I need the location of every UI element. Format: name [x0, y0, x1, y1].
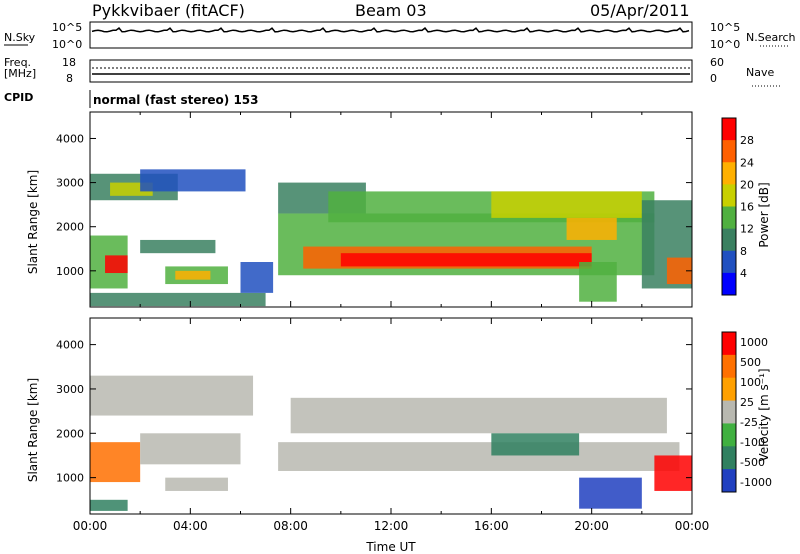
power-region-12 [340, 253, 592, 267]
power-ylabel: Slant Range [km] [26, 170, 40, 274]
nsky-tick-top: 10^5 [52, 21, 82, 34]
x-tick-label: 00:00 [675, 519, 710, 533]
colorbar-tick-label: 28 [740, 134, 754, 147]
y-tick-label: 1000 [56, 265, 84, 278]
freq-label-1: Freq. [4, 56, 31, 69]
colorbar-tick-label: 4 [740, 267, 747, 280]
colorbar-tick-label: 16 [740, 201, 754, 214]
velocity-region-7 [579, 477, 642, 509]
y-tick-label: 2000 [56, 427, 84, 440]
power-region-4 [140, 169, 246, 192]
colorbar-swatch [722, 354, 736, 379]
x-tick-label: 16:00 [474, 519, 509, 533]
freq-tick-bottom: 8 [66, 72, 73, 85]
station-title: Pykkvibaer (fitACF) [92, 1, 245, 20]
y-tick-label: 3000 [56, 177, 84, 190]
velocity-region-4 [278, 442, 680, 471]
velocity-cbar-label: Velocity [m s⁻¹] [757, 368, 771, 461]
colorbar-tick-label: 20 [740, 178, 754, 191]
power-heatmap-panel: 1000 2000 3000 4000 [56, 111, 693, 308]
y-tick-label: 1000 [56, 472, 84, 485]
nsky-panel: N.Sky 10^5 10^0 10^5 10^0 N.Search [4, 21, 796, 51]
power-region-9 [240, 262, 274, 293]
colorbar-tick-label: -500 [740, 456, 765, 469]
freq-label-2: [MHz] [4, 67, 36, 80]
power-region-8 [90, 292, 266, 307]
colorbar-swatch [722, 206, 736, 230]
cpid-text: normal (fast stereo) 153 [93, 93, 259, 107]
x-tick-label: 20:00 [574, 519, 609, 533]
nsearch-tick-bottom: 10^0 [710, 38, 740, 51]
nsky-label: N.Sky [4, 31, 36, 44]
freq-tick-top: 18 [62, 56, 76, 69]
x-tick-label: 08:00 [273, 519, 308, 533]
velocity-region-5 [290, 397, 667, 434]
colorbar-swatch [722, 377, 736, 402]
power-region-16 [566, 217, 617, 240]
colorbar-swatch [722, 272, 736, 296]
velocity-heatmap-panel: 1000 2000 3000 4000 00:00 04:00 08:00 12:00 16:0… [56, 317, 710, 533]
colorbar-swatch [722, 423, 736, 447]
colorbar-swatch [722, 140, 736, 163]
velocity-region-3 [165, 477, 228, 491]
velocity-region-0 [90, 375, 254, 416]
colorbar-tick-label: -100 [740, 436, 765, 449]
beam-title: Beam 03 [355, 1, 427, 20]
colorbar-swatch [722, 228, 736, 252]
colorbar-tick-label: 500 [740, 356, 761, 369]
velocity-region-2 [140, 433, 241, 465]
colorbar-swatch [722, 469, 736, 493]
colorbar-tick-label: -25 [740, 416, 758, 429]
x-tick-label: 12:00 [374, 519, 409, 533]
power-region-17 [579, 262, 617, 302]
power-region-1 [105, 255, 128, 274]
x-tick-label: 04:00 [173, 519, 208, 533]
velocity-ylabel: Slant Range [km] [26, 378, 40, 482]
colorbar-tick-label: 1000 [740, 336, 768, 349]
power-region-15 [491, 191, 642, 218]
colorbar-tick-label: -1000 [740, 476, 772, 489]
power-region-5 [140, 239, 216, 254]
x-axis-label: Time UT [365, 540, 416, 554]
colorbar-swatch [722, 446, 736, 470]
y-tick-label: 3000 [56, 383, 84, 396]
nsearch-label: N.Search [746, 31, 796, 44]
y-tick-label: 4000 [56, 339, 84, 352]
freq-panel: Freq. [MHz] 18 8 60 0 Nave [4, 56, 782, 87]
cpid-label: CPID [4, 91, 33, 104]
power-cbar-label: Power [dB] [757, 182, 771, 247]
colorbar-swatch [722, 400, 736, 424]
nave-tick-top: 60 [710, 56, 724, 69]
nsky-tick-bottom: 10^0 [52, 38, 82, 51]
velocity-region-8 [654, 455, 692, 491]
x-tick-label: 00:00 [73, 519, 108, 533]
velocity-colorbar: 1000 500 100 25 -25 -100 -500 -1000 [721, 331, 772, 493]
colorbar-frame [721, 117, 737, 296]
nsky-series [91, 26, 690, 33]
power-region-7 [175, 270, 211, 280]
y-tick-label: 4000 [56, 132, 84, 145]
colorbar-tick-label: 100 [740, 376, 761, 389]
colorbar-swatch [722, 184, 736, 207]
nave-label: Nave [746, 66, 774, 79]
velocity-region-9 [90, 499, 128, 511]
colorbar-tick-label: 8 [740, 245, 747, 258]
power-colorbar: 4 8 12 16 20 24 28 [721, 117, 754, 296]
colorbar-swatch [722, 162, 736, 185]
colorbar-tick-label: 24 [740, 156, 754, 169]
colorbar-tick-label: 25 [740, 396, 754, 409]
colorbar-swatch [722, 332, 736, 356]
nave-tick-bottom: 0 [710, 72, 717, 85]
date-title: 05/Apr/2011 [590, 1, 690, 20]
y-tick-label: 2000 [56, 221, 84, 234]
colorbar-swatch [722, 250, 736, 274]
velocity-region-1 [90, 442, 141, 483]
colorbar-frame [721, 331, 737, 493]
colorbar-tick-label: 12 [740, 223, 754, 236]
colorbar-swatch [722, 118, 736, 141]
nsearch-tick-top: 10^5 [710, 21, 740, 34]
velocity-region-6 [491, 433, 580, 456]
